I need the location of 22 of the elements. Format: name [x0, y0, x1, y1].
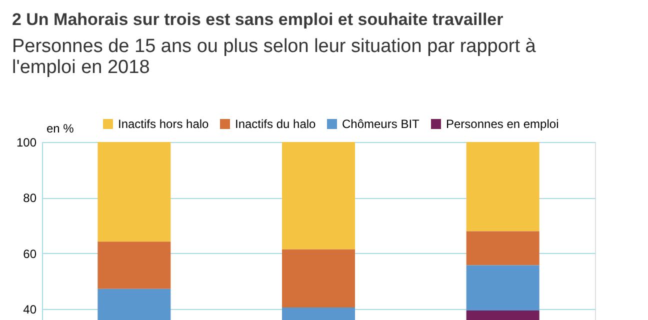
y-tick-label: 80 [23, 191, 37, 206]
chart-title: 2 Un Mahorais sur trois est sans emploi et souhaite travailler [12, 10, 504, 29]
bar [282, 142, 355, 250]
bar [466, 310, 540, 320]
bar [98, 288, 171, 320]
bar [466, 142, 540, 232]
y-tick-label: 40 [23, 302, 37, 316]
text: l'emploi en 2018 [12, 57, 150, 78]
y-axis-title: en % [46, 122, 74, 136]
bar [466, 265, 540, 311]
bar [98, 242, 171, 289]
bar [98, 142, 171, 242]
legend-label: Inactifs du halo [235, 117, 316, 131]
bar [282, 307, 355, 320]
text: Personnes de 15 ans ou plus selon leur situation par rapport à [12, 36, 536, 57]
y-tick-label: 100 [16, 136, 37, 150]
y-tick-label: 60 [23, 246, 37, 261]
bar [282, 249, 355, 308]
bar [466, 231, 540, 266]
legend-label: Personnes en emploi [446, 117, 559, 131]
legend-label: Inactifs hors halo [118, 117, 210, 131]
legend-label: Chômeurs BIT [342, 117, 420, 131]
